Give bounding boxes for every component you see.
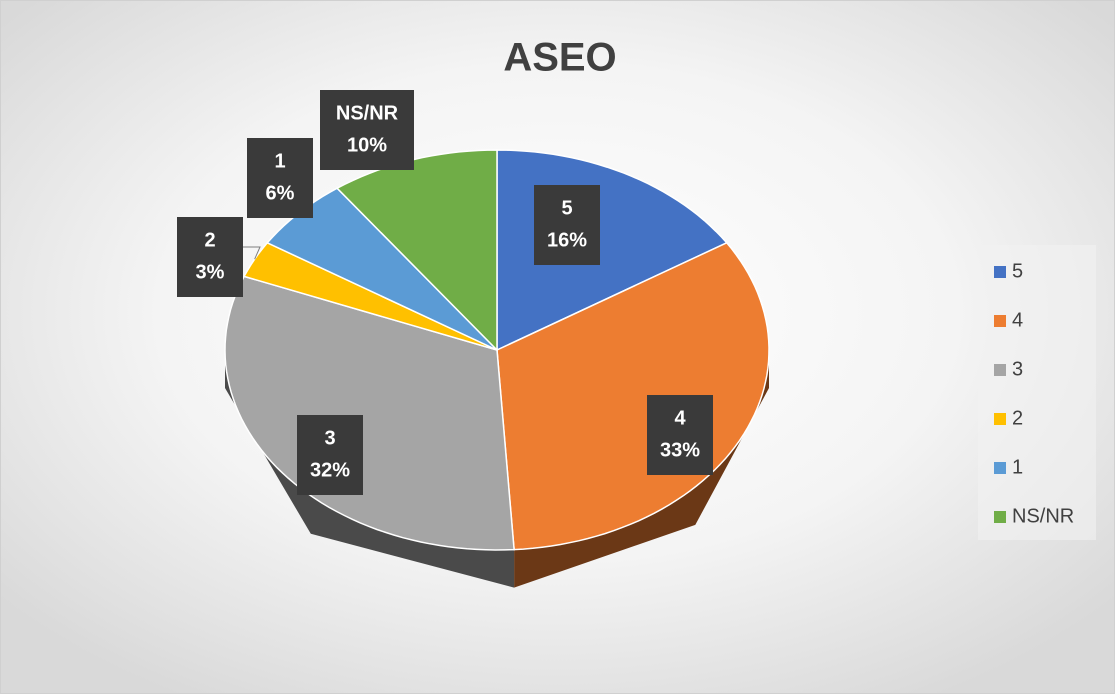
legend-swatch <box>994 266 1006 278</box>
chart-title: ASEO <box>503 36 616 80</box>
legend-label: 3 <box>1012 358 1023 380</box>
data-label-category: 4 <box>674 407 686 429</box>
legend-swatch <box>994 462 1006 474</box>
data-label-box <box>297 415 363 495</box>
leader-line <box>243 246 261 260</box>
legend-swatch <box>994 364 1006 376</box>
data-label-category: 2 <box>204 229 215 251</box>
legend-label: 4 <box>1012 309 1023 331</box>
legend-box <box>978 245 1096 540</box>
slice-side <box>514 350 769 588</box>
data-label-box <box>647 395 713 475</box>
legend-label: 5 <box>1012 260 1023 282</box>
data-label: 6% <box>266 182 295 204</box>
data-label-category: NS/NR <box>336 102 399 124</box>
data-label-box <box>177 217 243 297</box>
legend-swatch <box>994 413 1006 425</box>
data-label-category: 3 <box>324 427 335 449</box>
data-label-category: 1 <box>274 150 285 172</box>
legend-swatch <box>994 315 1006 327</box>
data-label: 33% <box>660 439 700 461</box>
data-label-box <box>320 90 414 170</box>
data-label: 3% <box>196 261 225 283</box>
data-label-box <box>534 185 600 265</box>
slice-side <box>225 350 515 588</box>
data-label-category: 5 <box>561 197 572 219</box>
data-label: 16% <box>547 229 587 251</box>
legend-label: 2 <box>1012 407 1023 429</box>
legend-label: NS/NR <box>1012 505 1074 527</box>
data-label-box <box>247 138 313 218</box>
legend-swatch <box>994 511 1006 523</box>
data-label: 10% <box>347 134 387 156</box>
data-label: 32% <box>310 459 350 481</box>
pie-slice <box>242 241 498 351</box>
legend-label: 1 <box>1012 456 1023 478</box>
